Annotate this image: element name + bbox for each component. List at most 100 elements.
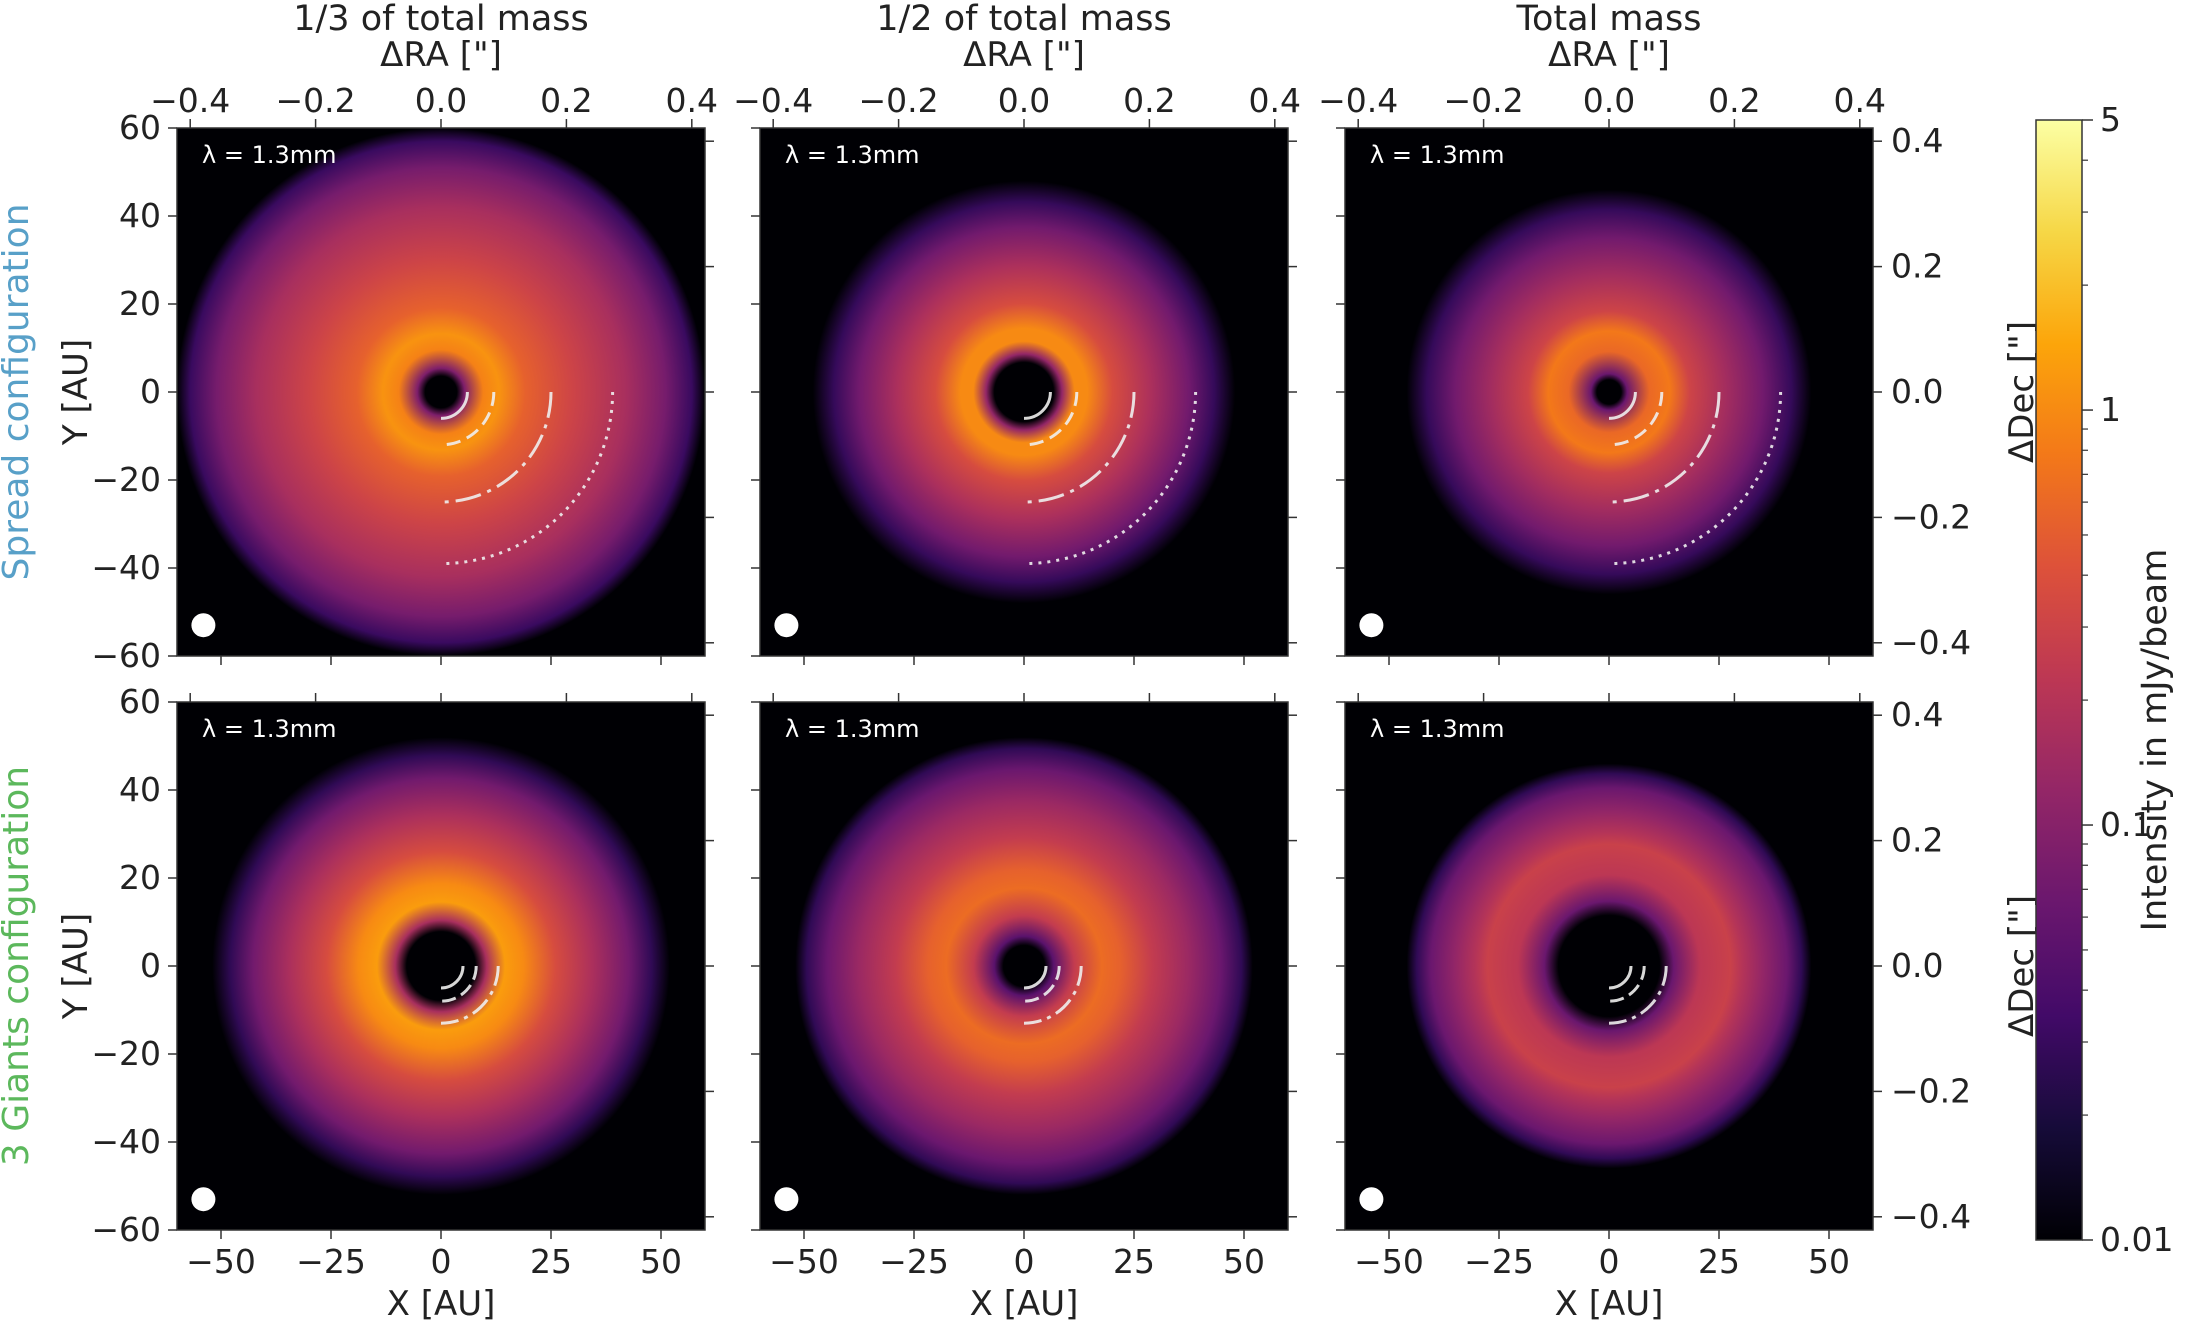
y-tick-label: 0 bbox=[140, 946, 161, 985]
wavelength-label: λ = 1.3mm bbox=[1370, 715, 1505, 743]
y-tick-label: 20 bbox=[119, 284, 161, 323]
column-title: Total mass bbox=[1516, 0, 1702, 39]
planet-orbit-arc bbox=[440, 391, 469, 420]
planet-orbit-arc bbox=[1023, 965, 1083, 1025]
top-axis-label: ΔRA ["] bbox=[963, 35, 1085, 75]
wavelength-label: λ = 1.3mm bbox=[785, 715, 920, 743]
x-tick-label: 25 bbox=[1698, 1242, 1740, 1281]
x-tick-label: −50 bbox=[1354, 1242, 1424, 1281]
disk-emission bbox=[1406, 189, 1812, 595]
dec-tick-label: 0.2 bbox=[1891, 821, 1943, 860]
ra-tick-label: 0.4 bbox=[1834, 81, 1886, 120]
beam-ellipse bbox=[1359, 613, 1384, 638]
planet-orbit-arc bbox=[440, 965, 465, 990]
planet-orbit-arc bbox=[1023, 391, 1079, 447]
y-tick-label: −20 bbox=[91, 460, 161, 499]
planet-orbit-arc bbox=[440, 391, 553, 504]
wavelength-label: λ = 1.3mm bbox=[1370, 141, 1505, 169]
y-tick-label: −60 bbox=[91, 636, 161, 675]
planet-orbit-arc bbox=[440, 965, 478, 1003]
ra-tick-label: −0.2 bbox=[859, 81, 939, 120]
planet-orbit-arc bbox=[1023, 391, 1198, 566]
colorbar-tick-label: 1 bbox=[2100, 390, 2121, 429]
x-tick-label: −50 bbox=[769, 1242, 839, 1281]
beam-ellipse bbox=[1359, 1187, 1384, 1212]
ra-tick-label: −0.4 bbox=[1318, 81, 1398, 120]
x-tick-label: 50 bbox=[1808, 1242, 1850, 1281]
planet-orbit-arc bbox=[440, 965, 500, 1025]
wavelength-label: λ = 1.3mm bbox=[202, 715, 337, 743]
dec-tick-label: 0.4 bbox=[1891, 695, 1943, 734]
dec-tick-label: 0.2 bbox=[1891, 247, 1943, 286]
top-axis-label: ΔRA ["] bbox=[380, 35, 502, 75]
wavelength-label: λ = 1.3mm bbox=[202, 141, 337, 169]
x-axis-label: X [AU] bbox=[970, 1284, 1079, 1322]
disk-emission bbox=[1406, 763, 1812, 1169]
dec-tick-label: 0.0 bbox=[1891, 372, 1943, 411]
y-tick-label: 60 bbox=[119, 108, 161, 147]
wavelength-label: λ = 1.3mm bbox=[785, 141, 920, 169]
ra-tick-label: 0.2 bbox=[1708, 81, 1760, 120]
dec-tick-label: −0.4 bbox=[1891, 1197, 1971, 1236]
colorbar-frame bbox=[2035, 119, 2083, 1241]
planet-orbit-arc bbox=[1023, 965, 1061, 1003]
ra-tick-label: 0.0 bbox=[415, 81, 467, 120]
planet-orbit-arc bbox=[1608, 965, 1633, 990]
disk-emission bbox=[212, 737, 670, 1195]
x-tick-label: −25 bbox=[1464, 1242, 1534, 1281]
planet-orbit-arc bbox=[1023, 391, 1052, 420]
dec-tick-label: −0.2 bbox=[1891, 497, 1971, 536]
planet-orbit-arc bbox=[1608, 391, 1783, 566]
row-label: Spread configuration bbox=[0, 203, 37, 580]
x-tick-label: −50 bbox=[186, 1242, 256, 1281]
y-tick-label: 60 bbox=[119, 682, 161, 721]
planet-orbit-arc bbox=[440, 391, 496, 447]
y-tick-label: −60 bbox=[91, 1210, 161, 1249]
ra-tick-label: 0.2 bbox=[1123, 81, 1175, 120]
x-tick-label: 0 bbox=[431, 1242, 452, 1281]
planet-orbit-arc bbox=[1608, 391, 1637, 420]
planet-orbit-arc bbox=[1608, 391, 1664, 447]
x-tick-label: 0 bbox=[1014, 1242, 1035, 1281]
y-tick-label: −40 bbox=[91, 1122, 161, 1161]
column-title: 1/2 of total mass bbox=[876, 0, 1171, 39]
x-tick-label: 25 bbox=[1113, 1242, 1155, 1281]
colorbar-tick-label: 5 bbox=[2100, 100, 2121, 139]
y-tick-label: 40 bbox=[119, 196, 161, 235]
x-tick-label: 0 bbox=[1599, 1242, 1620, 1281]
y-tick-label: 40 bbox=[119, 770, 161, 809]
y-axis-label: Y [AU] bbox=[56, 913, 96, 1020]
ra-tick-label: −0.4 bbox=[733, 81, 813, 120]
planet-orbit-arc bbox=[1608, 965, 1668, 1025]
row-label: 3 Giants configuration bbox=[0, 766, 37, 1166]
ra-tick-label: 0.2 bbox=[540, 81, 592, 120]
beam-ellipse bbox=[774, 1187, 799, 1212]
dec-tick-label: 0.4 bbox=[1891, 121, 1943, 160]
x-tick-label: −25 bbox=[296, 1242, 366, 1281]
y-tick-label: 0 bbox=[140, 372, 161, 411]
dec-tick-label: −0.2 bbox=[1891, 1071, 1971, 1110]
ra-tick-label: −0.4 bbox=[150, 81, 230, 120]
ra-tick-label: 0.0 bbox=[998, 81, 1050, 120]
y-tick-label: −40 bbox=[91, 548, 161, 587]
ra-tick-label: −0.2 bbox=[276, 81, 356, 120]
x-tick-label: 25 bbox=[530, 1242, 572, 1281]
top-axis-label: ΔRA ["] bbox=[1548, 35, 1670, 75]
beam-ellipse bbox=[191, 613, 216, 638]
dec-tick-label: −0.4 bbox=[1891, 623, 1971, 662]
y-axis-label: Y [AU] bbox=[56, 339, 96, 446]
x-tick-label: −25 bbox=[879, 1242, 949, 1281]
x-tick-label: 50 bbox=[1223, 1242, 1265, 1281]
disk-emission bbox=[812, 180, 1236, 604]
y-tick-label: −20 bbox=[91, 1034, 161, 1073]
disk-emission bbox=[795, 737, 1253, 1195]
ra-tick-label: 0.4 bbox=[1249, 81, 1301, 120]
beam-ellipse bbox=[191, 1187, 216, 1212]
column-title: 1/3 of total mass bbox=[293, 0, 588, 39]
ra-tick-label: 0.0 bbox=[1583, 81, 1635, 120]
ra-tick-label: −0.2 bbox=[1444, 81, 1524, 120]
x-tick-label: 50 bbox=[640, 1242, 682, 1281]
dec-tick-label: 0.0 bbox=[1891, 946, 1943, 985]
